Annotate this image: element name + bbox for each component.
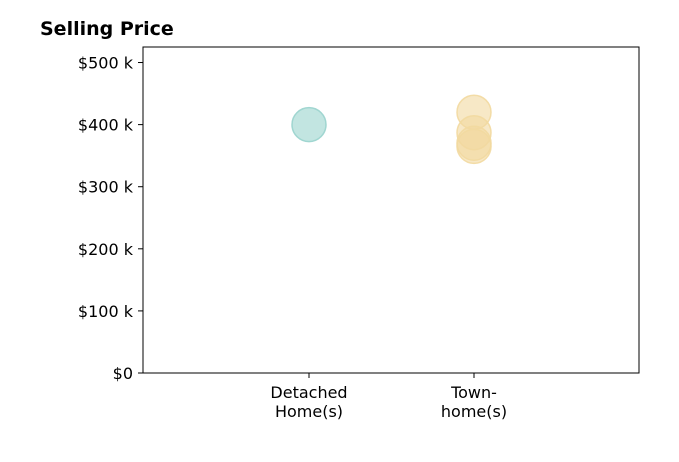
x-tick-label: Town- bbox=[450, 383, 497, 402]
plot-area: $0 $100 k $200 k $300 k $400 k $500 k Detached… bbox=[78, 46, 640, 421]
y-tick-label: $100 k bbox=[78, 302, 134, 321]
x-tick-label: Home(s) bbox=[275, 402, 343, 421]
x-tick-label: home(s) bbox=[441, 402, 507, 421]
y-tick-label: $400 k bbox=[78, 116, 134, 135]
y-tick-label: $300 k bbox=[78, 178, 134, 197]
y-tick-label: $500 k bbox=[78, 54, 134, 73]
data-point bbox=[291, 106, 327, 143]
plot-frame bbox=[142, 46, 640, 374]
data-point bbox=[456, 128, 492, 165]
y-tick-label: $200 k bbox=[78, 240, 134, 259]
chart-title: Selling Price bbox=[40, 18, 174, 40]
y-tick-label: $0 bbox=[113, 364, 133, 383]
x-tick-label: Detached bbox=[270, 383, 347, 402]
